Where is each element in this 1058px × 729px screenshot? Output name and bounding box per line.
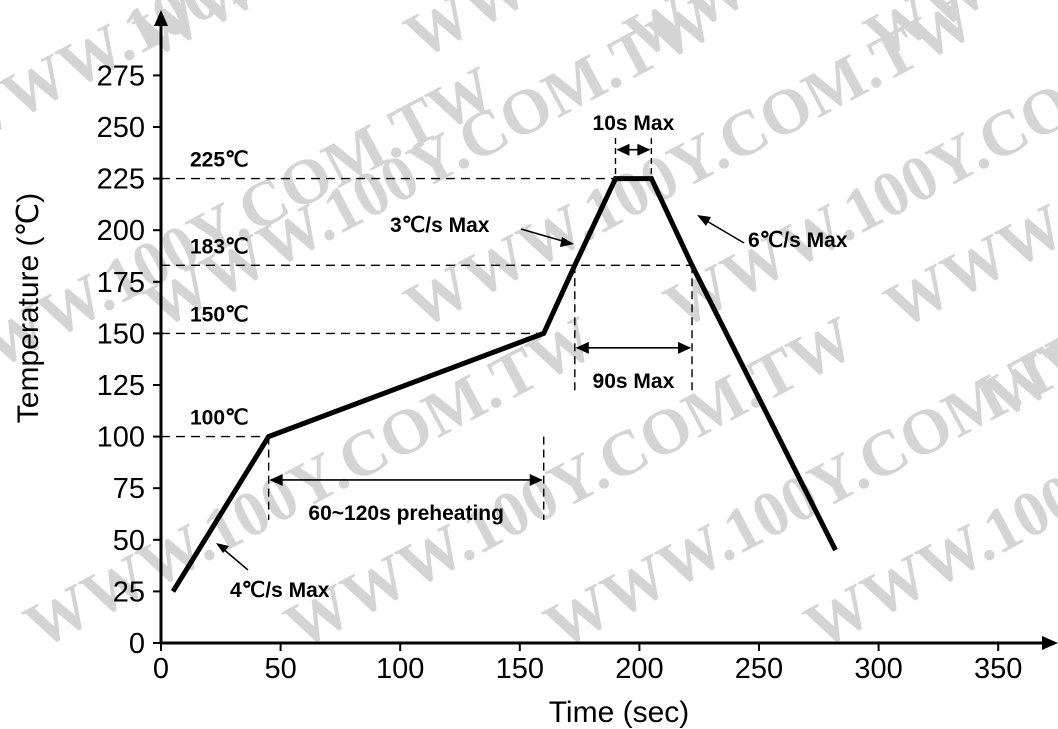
- ramp-down-pointer: [704, 219, 745, 244]
- y-ticks: 0 25 50 75 100 125 150 175 200 225 250 275: [97, 60, 161, 660]
- reference-line-label: 150℃: [190, 303, 249, 326]
- x-axis-arrow: [1042, 636, 1058, 650]
- x-tick-label: 100: [376, 653, 424, 685]
- y-tick-label: 200: [97, 215, 145, 247]
- ramp-up-2-pointer: [520, 228, 567, 243]
- ramp-up-1-arrowhead: [216, 543, 229, 553]
- span-arrowhead: [529, 473, 543, 486]
- y-tick-label: 0: [129, 628, 145, 660]
- x-ticks: 0 50 100 150 200 250 300 350: [153, 643, 1022, 685]
- x-axis-title: Time (sec): [549, 696, 690, 729]
- reference-line-label: 100℃: [190, 407, 249, 430]
- reference-lines: 100℃ 150℃ 183℃ 225℃: [161, 149, 693, 438]
- span-arrowhead: [678, 341, 692, 354]
- y-tick-label: 225: [97, 164, 145, 196]
- profile-series: [170, 176, 838, 593]
- y-tick-label: 125: [97, 370, 145, 402]
- x-tick-label: 50: [264, 653, 296, 685]
- y-tick-label: 25: [113, 576, 145, 608]
- x-tick-label: 300: [854, 653, 902, 685]
- profile-line: [170, 176, 838, 593]
- ramp-down-arrowhead: [697, 215, 711, 226]
- ramp-up-2-arrowhead: [560, 237, 574, 247]
- y-tick-label: 100: [97, 422, 145, 454]
- x-tick-label: 250: [735, 653, 783, 685]
- ramp-up-1-label: 4℃/s Max: [230, 579, 330, 602]
- x-tick-label: 150: [496, 653, 544, 685]
- y-tick-label: 50: [113, 525, 145, 557]
- x-tick-label: 0: [153, 653, 169, 685]
- x-tick-label: 350: [974, 653, 1022, 685]
- x-tick-label: 200: [615, 653, 663, 685]
- span-arrowhead: [575, 341, 589, 354]
- y-tick-label: 175: [97, 267, 145, 299]
- y-tick-label: 150: [97, 318, 145, 350]
- y-tick-label: 250: [97, 112, 145, 144]
- slope-annotations: 4℃/s Max 3℃/s Max 6℃/s Max: [216, 214, 848, 602]
- preheating-label: 60~120s preheating: [308, 502, 504, 525]
- span-annotations: 60~120s preheating 90s Max 10s Max: [267, 112, 693, 525]
- peak-label: 10s Max: [593, 112, 675, 135]
- span-arrowhead: [269, 473, 283, 486]
- reference-line-label: 225℃: [190, 149, 249, 172]
- y-axis-title: Temperature (℃): [12, 193, 45, 423]
- y-tick-label: 275: [97, 60, 145, 92]
- y-tick-label: 75: [113, 473, 145, 505]
- ramp-down-label: 6℃/s Max: [748, 229, 848, 252]
- ramp-up-1-pointer: [221, 547, 249, 571]
- span-arrowhead: [616, 143, 630, 156]
- reference-line-label: 183℃: [190, 235, 249, 258]
- watermark-layer: WWW.100Y.COM.TWWWW.100Y.COM.TWWWW.100Y.C…: [0, 0, 1058, 662]
- y-axis-arrow: [154, 10, 168, 26]
- ramp-up-2-label: 3℃/s Max: [390, 214, 490, 237]
- span-arrowhead: [637, 143, 651, 156]
- time-above-liquidus-label: 90s Max: [593, 370, 675, 393]
